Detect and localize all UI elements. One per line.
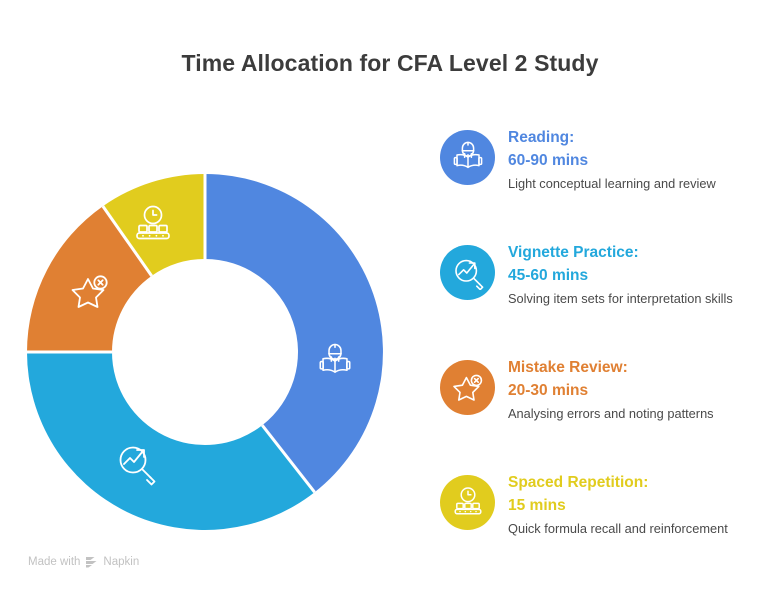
star-error-icon xyxy=(71,275,108,308)
donut-segment-reading[interactable] xyxy=(205,174,383,493)
legend-heading-line2: 60-90 mins xyxy=(508,152,589,170)
magnifier-trend-icon xyxy=(454,259,483,290)
clock-conveyor-icon xyxy=(453,486,482,515)
watermark: Made with Napkin xyxy=(28,555,139,568)
legend-item-spaced-repetition[interactable]: Spaced Repetition: 15 mins Quick formula… xyxy=(440,471,760,567)
legend-list: Reading: 60-90 mins Light conceptual lea… xyxy=(440,126,760,586)
donut-separators xyxy=(27,174,316,494)
star-error-icon xyxy=(452,374,482,401)
legend-heading-line1: Vignette Practice: xyxy=(508,244,639,261)
donut-chart-svg xyxy=(27,174,383,530)
magnifier-trend-icon xyxy=(119,446,156,486)
legend-heading-vignette-practice: Vignette Practice: 45-60 mins xyxy=(508,241,760,288)
page-title: Time Allocation for CFA Level 2 Study xyxy=(181,50,599,76)
legend-badge-vignette-practice xyxy=(440,245,495,300)
donut-chart xyxy=(17,164,393,540)
legend-heading-spaced-repetition: Spaced Repetition: 15 mins xyxy=(508,471,760,518)
legend-badge-spaced-repetition xyxy=(440,475,495,530)
clock-conveyor-icon xyxy=(136,205,170,240)
legend-heading-reading: Reading: 60-90 mins xyxy=(508,126,760,173)
legend-heading-line1: Spaced Repetition: xyxy=(508,474,649,491)
legend-item-mistake-review[interactable]: Mistake Review: 20-30 mins Analysing err… xyxy=(440,356,760,452)
legend-badge-reading xyxy=(440,130,495,185)
legend-description-vignette-practice: Solving item sets for interpretation ski… xyxy=(508,290,733,306)
reading-person-icon xyxy=(319,343,351,373)
legend-heading-line1: Reading: xyxy=(508,129,575,146)
legend-description-spaced-repetition: Quick formula recall and reinforcement xyxy=(508,520,728,536)
donut-segment-vignette-practice[interactable] xyxy=(27,352,315,530)
reading-person-icon xyxy=(453,141,482,168)
legend-heading-line2: 20-30 mins xyxy=(508,382,589,400)
legend-item-reading[interactable]: Reading: 60-90 mins Light conceptual lea… xyxy=(440,126,760,222)
napkin-logo-icon xyxy=(85,555,98,568)
legend-description-mistake-review: Analysing errors and noting patterns xyxy=(508,405,714,421)
watermark-brand-label: Napkin xyxy=(103,555,140,568)
legend-item-vignette-practice[interactable]: Vignette Practice: 45-60 mins Solving it… xyxy=(440,241,760,337)
donut-segment-mistake-review[interactable] xyxy=(27,206,152,352)
legend-heading-line1: Mistake Review: xyxy=(508,359,628,376)
legend-badge-mistake-review xyxy=(440,360,495,415)
legend-description-reading: Light conceptual learning and review xyxy=(508,175,716,191)
watermark-made-with-label: Made with xyxy=(28,555,81,568)
legend-heading-line2: 15 mins xyxy=(508,497,566,515)
legend-heading-line2: 45-60 mins xyxy=(508,267,589,285)
legend-heading-mistake-review: Mistake Review: 20-30 mins xyxy=(508,356,760,403)
